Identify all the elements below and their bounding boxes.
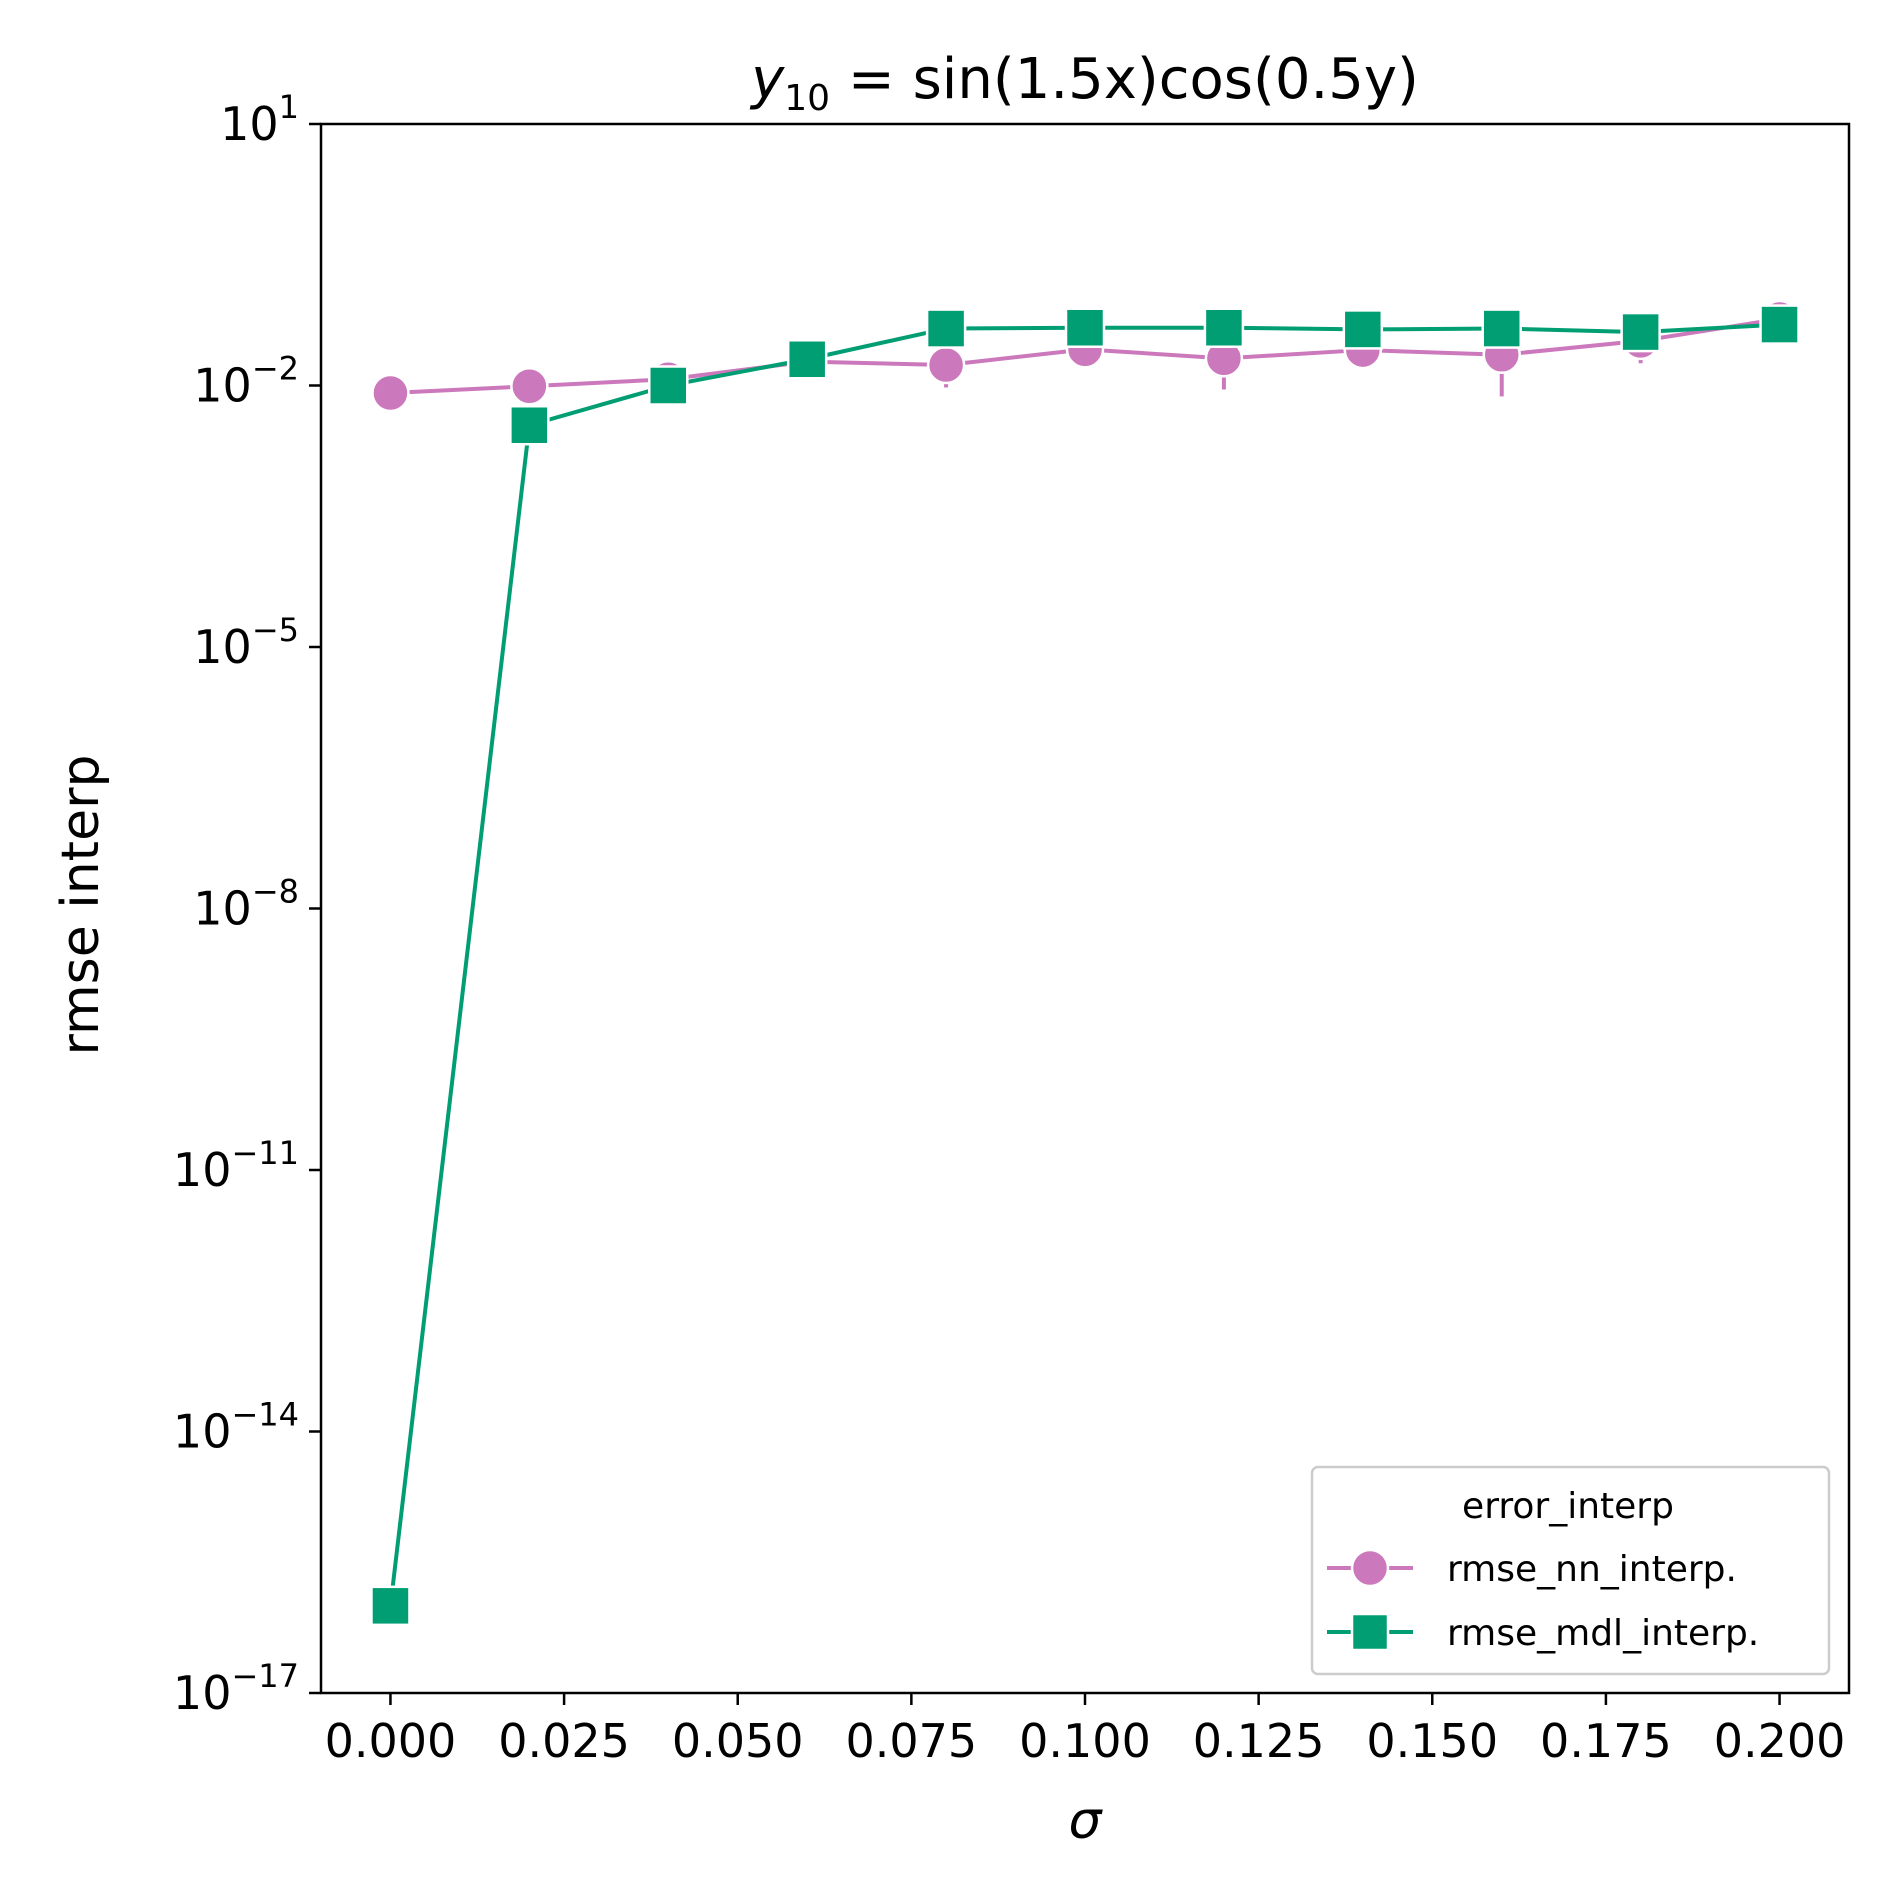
- title-subscript: 10: [784, 78, 830, 119]
- series-mdl: [370, 304, 1800, 1627]
- legend-label-nn: rmse_nn_interp.: [1447, 1549, 1737, 1590]
- data-point-nn: [926, 345, 966, 385]
- data-point-mdl: [1064, 307, 1106, 348]
- x-tick-label: 0.150: [1366, 1714, 1498, 1768]
- x-tick-label: 0.100: [1019, 1714, 1151, 1768]
- title-suffix: = sin(1.5x)cos(0.5y): [830, 47, 1419, 112]
- data-point-mdl: [1759, 304, 1800, 345]
- plot-frame: [319, 122, 1851, 1695]
- legend-marker-mdl: [1350, 1612, 1390, 1652]
- series-layer: [370, 299, 1800, 1627]
- y-tick-label: 10−8: [193, 873, 299, 936]
- legend-title: error_interp: [1462, 1486, 1674, 1527]
- legend-box: [1310, 1465, 1831, 1676]
- x-axis-label: σ: [1069, 1791, 1104, 1851]
- y-axis-label: rmse interp: [51, 755, 111, 1056]
- legend-marker-nn: [1350, 1548, 1390, 1588]
- data-point-mdl: [786, 339, 828, 380]
- data-point-mdl: [1203, 307, 1245, 348]
- x-tick-label: 0.000: [325, 1714, 457, 1768]
- x-tick-label: 0.200: [1714, 1714, 1846, 1768]
- data-point-mdl: [648, 365, 689, 406]
- y-tick-label: 10−11: [173, 1134, 299, 1197]
- data-point-nn: [510, 367, 549, 406]
- ticks-layer: 0.000 0.025 0.050 0.075 0.100 0.125 0.150 0.175…: [173, 88, 1845, 1768]
- data-point-mdl: [925, 308, 967, 349]
- x-tick-label: 0.125: [1193, 1714, 1325, 1768]
- data-point-mdl: [509, 404, 550, 446]
- x-tick-label: 0.025: [498, 1714, 630, 1768]
- legend: error_interp rmse_nn_interp. rmse_mdl_in…: [1310, 1465, 1831, 1676]
- chart-title: y10 = sin(1.5x)cos(0.5y): [749, 47, 1419, 119]
- x-tick-label: 0.175: [1540, 1714, 1672, 1768]
- data-point-mdl: [1481, 308, 1522, 349]
- y-tick-label: 101: [220, 88, 299, 151]
- x-tick-label: 0.050: [672, 1714, 804, 1768]
- data-point-mdl: [370, 1585, 411, 1627]
- y-tick-label: 10−14: [173, 1396, 299, 1459]
- legend-label-mdl: rmse_mdl_interp.: [1447, 1613, 1759, 1654]
- y-tick-label: 10−17: [173, 1657, 299, 1720]
- y-tick-label: 10−2: [193, 350, 299, 413]
- x-tick-label: 0.075: [846, 1714, 978, 1768]
- y-tick-label: 10−5: [193, 611, 299, 674]
- data-point-nn: [371, 373, 410, 413]
- data-point-mdl: [1620, 311, 1661, 353]
- title-prefix: y: [749, 47, 785, 112]
- data-point-mdl: [1342, 309, 1384, 350]
